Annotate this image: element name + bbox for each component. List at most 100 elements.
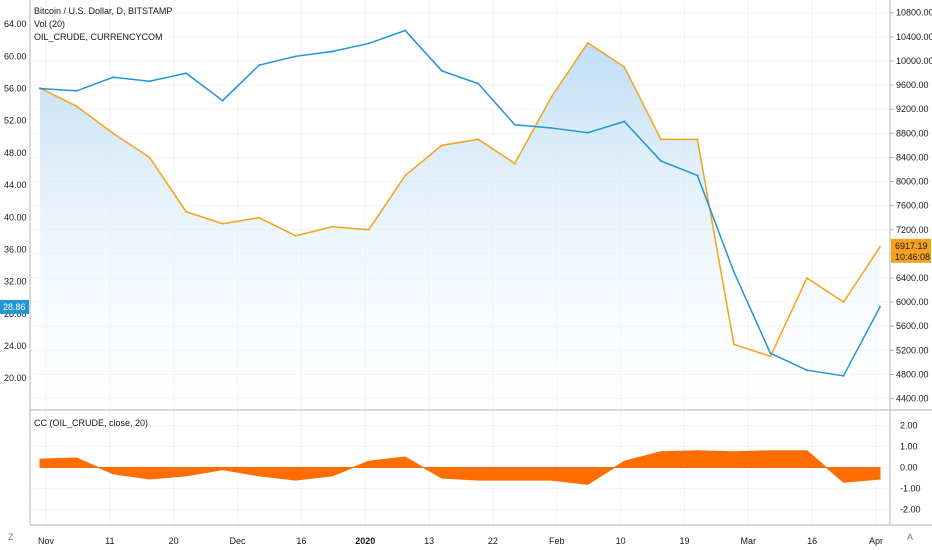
volume-legend: Vol (20) bbox=[34, 19, 66, 29]
oil-last-price-value: 28.86 bbox=[3, 302, 26, 312]
indicator-tick-label: 0.00 bbox=[900, 463, 918, 473]
x-tick-label: 20 bbox=[169, 536, 179, 546]
oil-data-point bbox=[842, 374, 845, 377]
oil-data-point bbox=[659, 159, 662, 162]
x-tick-label: 11 bbox=[105, 536, 114, 546]
btc-data-point bbox=[258, 216, 261, 219]
btc-data-point bbox=[404, 174, 407, 177]
x-tick-label: 2020 bbox=[355, 536, 375, 546]
y-left-tick-label: 60.00 bbox=[4, 51, 27, 61]
btc-data-point bbox=[477, 138, 480, 141]
y-left-tick-label: 56.00 bbox=[4, 84, 27, 94]
oil-data-point bbox=[696, 174, 699, 177]
indicator-title: CC (OIL_CRUDE, close, 20) bbox=[34, 418, 149, 428]
y-right-tick-label: 8000.00 bbox=[896, 177, 929, 187]
auto-scale-button[interactable]: A bbox=[907, 532, 914, 542]
y-right-tick-label: 4400.00 bbox=[896, 394, 929, 404]
y-right-tick-label: 5200.00 bbox=[896, 345, 929, 355]
indicator-tick-label: 1.00 bbox=[900, 442, 918, 452]
btc-price-line bbox=[39, 41, 881, 358]
y-left-tick-label: 36.00 bbox=[4, 244, 27, 254]
btc-data-point bbox=[659, 138, 662, 141]
oil-data-point bbox=[367, 42, 370, 45]
oil-data-point bbox=[75, 89, 78, 92]
btc-data-point bbox=[440, 144, 443, 147]
y-right-tick-label: 8400.00 bbox=[896, 152, 929, 162]
btc-data-point bbox=[696, 138, 699, 141]
axes: 4400.00 4800.00 5200.00 5600.00 6000.00 6400.… bbox=[4, 0, 932, 546]
oil-data-point bbox=[331, 50, 334, 53]
y-left-tick-label: 20.00 bbox=[4, 373, 27, 383]
main-plot-area[interactable] bbox=[39, 29, 881, 410]
btc-countdown: 10:46:08 bbox=[895, 252, 930, 262]
compare-symbol-legend: OIL_CRUDE, CURRENCYCOM bbox=[34, 32, 163, 42]
oil-data-point bbox=[769, 352, 772, 355]
y-right-tick-label: 8800.00 bbox=[896, 128, 929, 138]
btc-data-point bbox=[75, 105, 78, 108]
indicator-tick-label: 2.00 bbox=[900, 421, 918, 431]
y-right-tick-label: 9600.00 bbox=[896, 80, 929, 90]
btc-last-price-value: 6917.19 bbox=[895, 241, 928, 251]
x-tick-label: 16 bbox=[807, 536, 817, 546]
btc-data-point bbox=[294, 234, 297, 237]
y-left-tick-label: 52.00 bbox=[4, 116, 27, 126]
oil-data-point bbox=[586, 131, 589, 134]
btc-data-point bbox=[513, 162, 516, 165]
cc-indicator-area bbox=[39, 450, 881, 485]
btc-data-point bbox=[805, 277, 808, 280]
y-right-tick-label: 7600.00 bbox=[896, 201, 929, 211]
oil-data-point bbox=[879, 305, 881, 308]
y-right-tick-label: 10800.00 bbox=[896, 8, 932, 18]
oil-data-point bbox=[148, 80, 151, 83]
indicator-tick-label: -1.00 bbox=[900, 484, 921, 494]
y-right-tick-label: 6400.00 bbox=[896, 273, 929, 283]
btc-data-point bbox=[148, 156, 151, 159]
y-left-tick-label: 40.00 bbox=[4, 212, 27, 222]
x-tick-label: Dec bbox=[230, 536, 247, 546]
oil-price-line bbox=[39, 29, 881, 377]
x-tick-label: Nov bbox=[38, 536, 55, 546]
x-tick-label: Mar bbox=[741, 536, 757, 546]
oil-data-point bbox=[221, 99, 224, 102]
y-right-tick-label: 10000.00 bbox=[896, 56, 932, 66]
btc-data-point bbox=[112, 132, 115, 135]
y-right-tick-label: 5600.00 bbox=[896, 321, 929, 331]
btc-data-point bbox=[367, 228, 370, 231]
oil-data-point bbox=[112, 76, 115, 79]
oil-data-point bbox=[805, 369, 808, 372]
y-left-tick-label: 44.00 bbox=[4, 180, 27, 190]
btc-data-point bbox=[331, 225, 334, 228]
oil-data-point bbox=[185, 72, 188, 75]
btc-data-point bbox=[879, 245, 881, 248]
x-tick-label: Apr bbox=[869, 536, 883, 546]
symbol-title: Bitcoin / U.S. Dollar, D, BITSTAMP bbox=[34, 6, 173, 16]
y-right-tick-label: 9200.00 bbox=[896, 104, 929, 114]
y-right-tick-label: 6000.00 bbox=[896, 297, 929, 307]
btc-last-price-badge bbox=[891, 238, 931, 263]
y-left-tick-label: 32.00 bbox=[4, 277, 27, 287]
x-tick-label: 19 bbox=[679, 536, 689, 546]
x-tick-label: 22 bbox=[488, 536, 498, 546]
indicator-plot-area[interactable] bbox=[39, 450, 881, 485]
x-tick-label: 10 bbox=[616, 536, 626, 546]
btc-data-point bbox=[550, 96, 553, 99]
btc-data-point bbox=[586, 41, 589, 44]
y-right-tick-label: 10400.00 bbox=[896, 32, 932, 42]
y-right-tick-label: 7200.00 bbox=[896, 225, 929, 235]
y-left-tick-label: 24.00 bbox=[4, 341, 27, 351]
oil-data-point bbox=[477, 82, 480, 85]
y-right-tick-label: 4800.00 bbox=[896, 369, 929, 379]
btc-data-point bbox=[185, 210, 188, 213]
btc-data-point bbox=[221, 222, 224, 225]
oil-data-point bbox=[513, 123, 516, 126]
indicator-tick-label: -2.00 bbox=[900, 505, 921, 515]
oil-data-point bbox=[550, 126, 553, 129]
y-left-tick-label: 48.00 bbox=[4, 148, 27, 158]
oil-data-point bbox=[258, 64, 261, 67]
x-tick-label: 16 bbox=[296, 536, 306, 546]
btc-data-point bbox=[732, 343, 735, 346]
y-left-tick-label: 64.00 bbox=[4, 19, 27, 29]
zoom-button[interactable]: Z bbox=[8, 532, 14, 542]
